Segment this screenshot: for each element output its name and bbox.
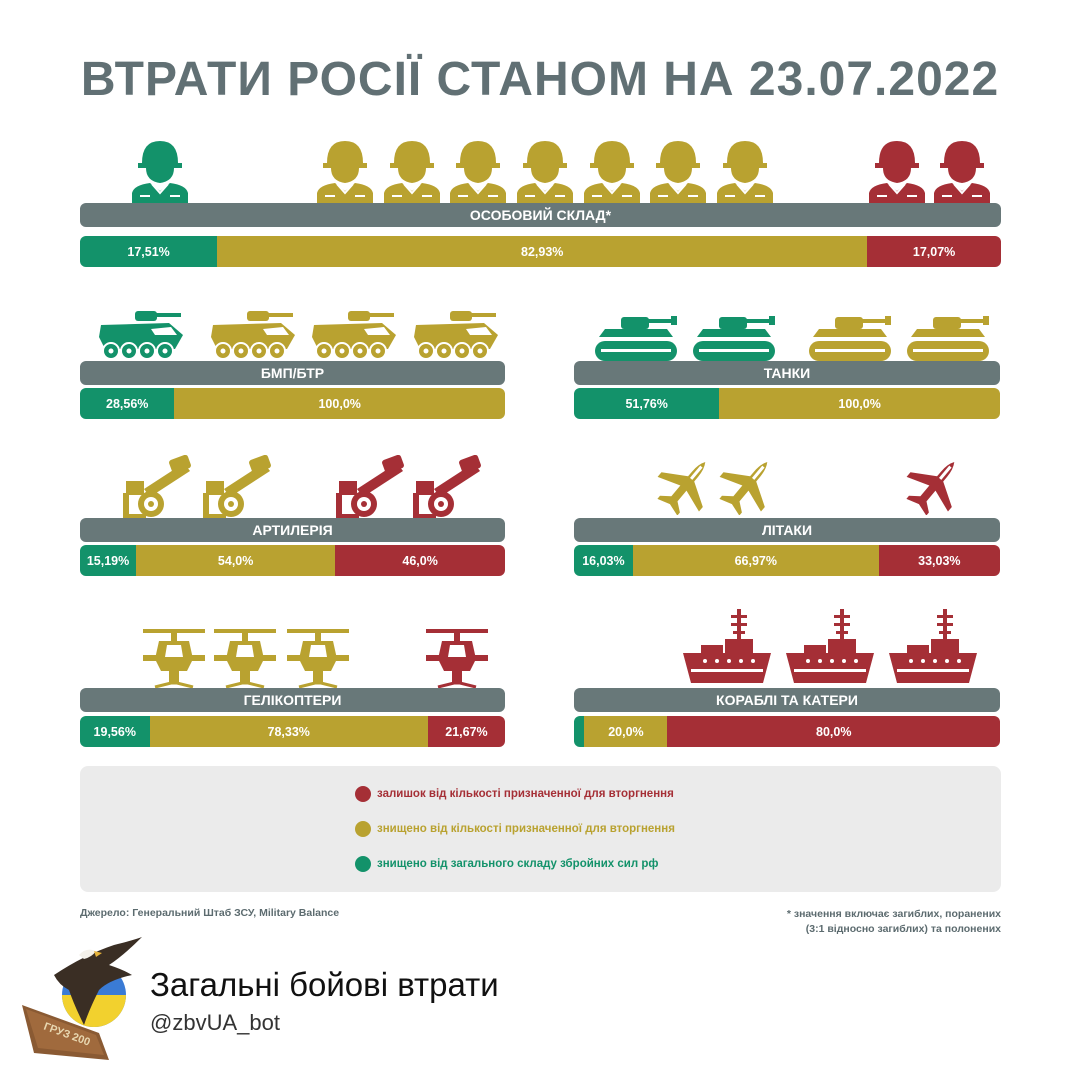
- soldier-icon: [128, 135, 192, 205]
- artillery-icon: [408, 454, 483, 520]
- brand-name: Загальні бойові втрати: [150, 966, 499, 1003]
- bar-segment-green: 19,56%: [80, 716, 150, 747]
- bar-segment-green: 15,19%: [80, 545, 137, 576]
- bar-segment-gold: 66,97%: [632, 545, 879, 576]
- category-label: ТАНКИ: [574, 361, 1000, 385]
- footnote-line: (3:1 відносно загиблих) та полонених: [805, 923, 1001, 935]
- bar-segment-gold: 78,33%: [149, 716, 428, 747]
- artillery-icon: [198, 454, 273, 520]
- legend-text: знищено від загального складу збройних с…: [377, 858, 659, 870]
- legend-dot-gold: [355, 821, 371, 837]
- category-label: КОРАБЛІ ТА КАТЕРИ: [574, 688, 1000, 712]
- bar-segment-green: 16,03%: [574, 545, 633, 576]
- helicopter-icon: [212, 625, 278, 690]
- category-label: ГЕЛІКОПТЕРИ: [80, 688, 505, 712]
- percentage-bar: 16,03% 66,97% 33,03%: [574, 545, 1000, 576]
- bar-segment-gold: 54,0%: [136, 545, 336, 576]
- bar-segment-green: 28,56%: [80, 388, 175, 419]
- bar-segment-gold: 100,0%: [719, 388, 1000, 419]
- category-label: ЛІТАКИ: [574, 518, 1000, 542]
- helicopter-icon: [141, 625, 207, 690]
- tank-icon: [689, 305, 779, 365]
- category-label: БМП/БТР: [80, 361, 505, 385]
- bar-segment-red: 46,0%: [335, 545, 505, 576]
- ship-icon: [887, 605, 979, 690]
- brand-logo: ГРУЗ 200: [14, 935, 149, 1070]
- category-label: АРТИЛЕРІЯ: [80, 518, 505, 542]
- jet-icon: [655, 455, 717, 516]
- category-label: ОСОБОВИЙ СКЛАД*: [80, 203, 1001, 227]
- bar-segment-green: 17,51%: [80, 236, 218, 267]
- helicopter-icon: [285, 625, 351, 690]
- soldier-icon: [313, 135, 377, 205]
- soldier-icon: [646, 135, 710, 205]
- percentage-bar: 19,56% 78,33% 21,67%: [80, 716, 505, 747]
- bar-segment-red: 17,07%: [867, 236, 1001, 267]
- footnote: * значення включає загиблих, поранених (…: [787, 907, 1001, 937]
- apc-icon: [410, 305, 500, 365]
- legend-item-gold: знищено від кількості призначенної для в…: [355, 821, 675, 837]
- legend-text: залишок від кількості призначенної для в…: [377, 788, 674, 800]
- legend-item-green: знищено від загального складу збройних с…: [355, 856, 658, 872]
- soldier-icon: [580, 135, 644, 205]
- brand-handle: @zbvUA_bot: [150, 1010, 280, 1035]
- source-text: Джерело: Генеральний Штаб ЗСУ, Military …: [80, 907, 340, 919]
- bar-segment-gold: 20,0%: [584, 716, 668, 747]
- soldier-icon: [513, 135, 577, 205]
- helicopter-icon: [424, 625, 490, 690]
- tank-icon: [805, 305, 895, 365]
- ship-icon: [681, 605, 773, 690]
- legend-item-red: залишок від кількості призначенної для в…: [355, 786, 674, 802]
- page-title: ВТРАТИ РОСІЇ СТАНОМ НА 23.07.2022: [80, 53, 1000, 106]
- bar-segment-green: [574, 716, 585, 747]
- bar-segment-gold: 100,0%: [174, 388, 505, 419]
- eagle-coffin-logo: ГРУЗ 200: [22, 937, 142, 1060]
- ship-icon: [784, 605, 876, 690]
- legend-dot-red: [355, 786, 371, 802]
- soldier-icon: [713, 135, 777, 205]
- apc-icon: [308, 305, 398, 365]
- footnote-line: * значення включає загиблих, поранених: [786, 908, 1001, 920]
- bar-segment-red: 21,67%: [427, 716, 505, 747]
- percentage-bar: 15,19% 54,0% 46,0%: [80, 545, 505, 576]
- bar-segment-red: 80,0%: [667, 716, 1000, 747]
- legend-text: знищено від кількості призначенної для в…: [377, 823, 675, 835]
- soldier-icon: [380, 135, 444, 205]
- legend: залишок від кількості призначенної для в…: [80, 766, 1001, 892]
- percentage-bar: 51,76% 100,0%: [574, 388, 1000, 419]
- apc-icon: [207, 305, 297, 365]
- percentage-bar: 17,51% 82,93% 17,07%: [80, 236, 1001, 267]
- soldier-icon: [446, 135, 510, 205]
- percentage-bar: 28,56% 100,0%: [80, 388, 505, 419]
- soldier-icon: [930, 135, 994, 205]
- soldier-icon: [865, 135, 929, 205]
- jet-icon: [717, 455, 779, 516]
- artillery-icon: [331, 454, 406, 520]
- jet-icon: [904, 455, 966, 516]
- tank-icon: [903, 305, 993, 365]
- legend-dot-green: [355, 856, 371, 872]
- bar-segment-green: 51,76%: [574, 388, 720, 419]
- bar-segment-gold: 82,93%: [217, 236, 868, 267]
- apc-icon: [95, 305, 185, 365]
- tank-icon: [591, 305, 681, 365]
- artillery-icon: [118, 454, 193, 520]
- percentage-bar: 20,0% 80,0%: [574, 716, 1000, 747]
- bar-segment-red: 33,03%: [878, 545, 1000, 576]
